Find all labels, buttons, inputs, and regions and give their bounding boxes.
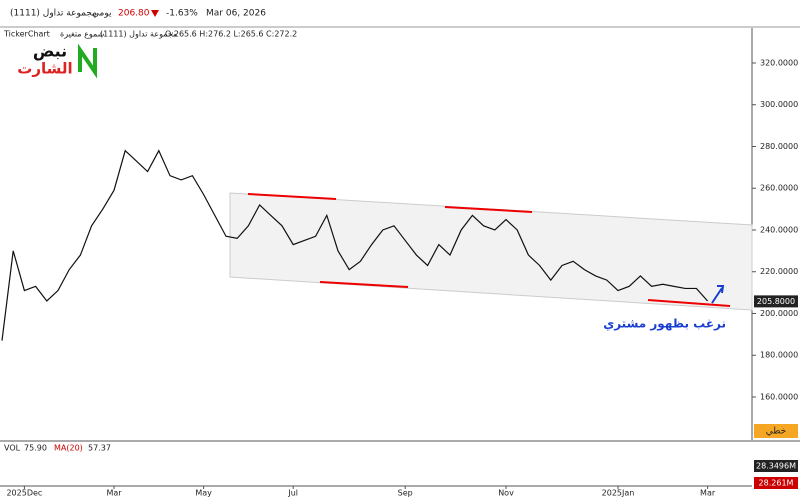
vol-label1: 28.3496M [756,462,796,471]
header-change: -1.63% [166,9,198,19]
down-arrow [151,10,159,17]
annotation: نرغب بظهور مشتري [603,317,726,332]
y-tick-label: 260.0000 [760,184,798,193]
y-tick-label: 300.0000 [760,100,798,109]
vol-box [754,460,798,472]
x-tick-label: 2025Dec [6,489,42,498]
chart-mode: خطي [766,427,786,437]
x-tick-label: May [195,489,212,498]
logo-mark [78,43,97,79]
header-price: 206.80 [118,9,150,19]
ma-value: 57.37 [88,444,111,453]
x-tick-label: Jul [287,489,298,498]
resistance-segment [247,193,337,200]
last-price-box [754,295,798,308]
channel [229,192,753,311]
ohlc: O:265.6 H:276.2 L:265.6 C:272.2 [165,30,297,39]
ma-box [754,477,798,489]
header-symbol: مجموعة تداول (1111) [10,9,97,19]
header-date: Mar 06, 2026 [206,9,266,19]
y-tick-label: 180.0000 [760,351,798,360]
x-tick-label: Nov [498,489,514,498]
y-tick-label: 220.0000 [760,267,798,276]
resistance-segment [444,206,533,213]
x-tick-label: Sep [398,489,413,498]
y-tick-label: 280.0000 [760,142,798,151]
logo-line2: الشارت [17,60,72,78]
y-tick-label: 320.0000 [760,58,798,67]
vol-title: VOL [4,444,21,453]
y-tick-label: 240.0000 [760,225,798,234]
chart-style: شموع متغيرة [60,30,105,39]
x-tick-label: Mar [106,489,122,498]
logo-line1: نبض [33,42,67,61]
y-tick-label: 200.0000 [760,309,798,318]
vol-label2: 28.261M [759,479,794,488]
support-segment [319,281,409,288]
x-tick-label: Mar [700,489,716,498]
header-period: يومي [92,9,112,19]
header-symbol2: مجموعة تداول (1111) [100,30,177,39]
app-name: TickerChart [3,30,50,39]
support-segment [647,299,731,307]
annotation-arrow [711,285,725,304]
x-tick-label: 2025Jan [602,489,635,498]
y-tick-label: 160.0000 [760,392,798,401]
last-price-label: 205.8000 [757,297,795,306]
mode-box [754,424,798,438]
ma-label: MA(20) [54,444,83,453]
price-line [1,149,709,341]
vol-value: 75.90 [24,444,47,453]
